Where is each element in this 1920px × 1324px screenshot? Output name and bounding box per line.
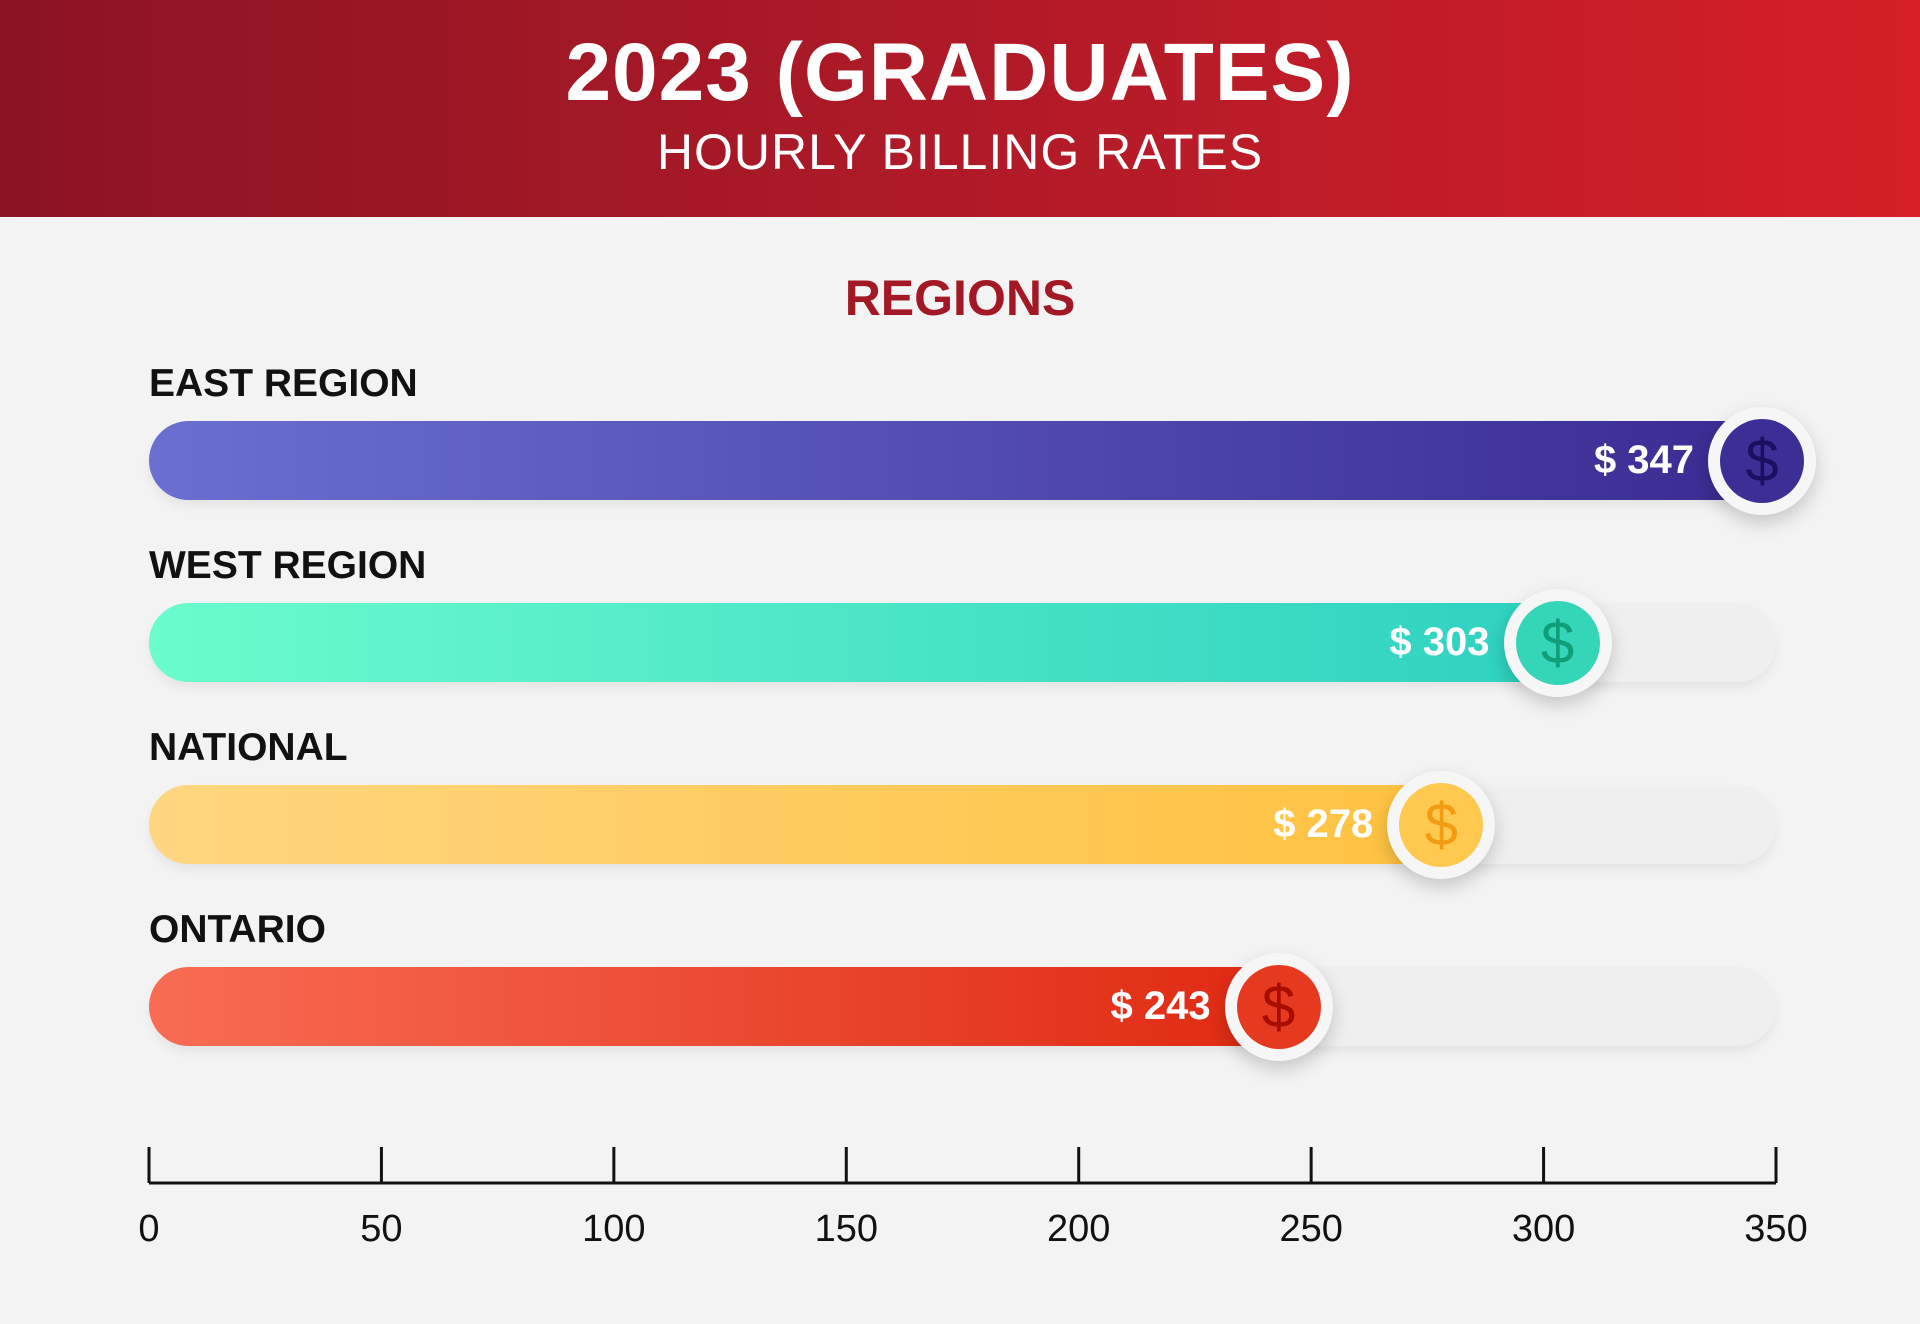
category-label: WEST REGION <box>149 544 427 587</box>
bar <box>149 421 1763 500</box>
chart-subtitle: HOURLY BILLING RATES <box>656 124 1264 180</box>
bar <box>149 785 1442 864</box>
header-banner: 2023 (GRADUATES) HOURLY BILLING RATES <box>0 0 1920 217</box>
category-label: NATIONAL <box>149 726 348 769</box>
x-tick-label: 250 <box>1279 1208 1342 1250</box>
x-tick-label: 50 <box>360 1208 402 1250</box>
bar-value-label: $ 278 <box>1273 802 1374 846</box>
chart-title: 2023 (GRADUATES) <box>565 27 1355 118</box>
coin-badge: $ <box>1224 952 1333 1061</box>
category-label: ONTARIO <box>149 908 326 951</box>
x-tick-label: 200 <box>1047 1208 1110 1250</box>
category-label: EAST REGION <box>149 362 418 405</box>
x-tick-label: 100 <box>582 1208 645 1250</box>
bar-value-label: $ 303 <box>1389 620 1490 664</box>
dollar-icon: $ <box>1399 782 1484 867</box>
section-title: REGIONS <box>844 270 1076 326</box>
bar-value-label: $ 347 <box>1593 438 1695 482</box>
bar <box>149 967 1279 1046</box>
bar-value-label: $ 243 <box>1110 984 1211 1028</box>
x-tick-label: 300 <box>1512 1208 1575 1250</box>
x-tick-label: 0 <box>138 1208 159 1250</box>
x-axis: 0 50 100 150 200 250 300 350 <box>138 1147 1808 1250</box>
dollar-icon: $ <box>1515 600 1600 685</box>
x-tick-label: 150 <box>815 1208 878 1250</box>
dollar-icon: $ <box>1720 418 1805 503</box>
x-tick-label: 350 <box>1744 1208 1807 1250</box>
coin-badge: $ <box>1708 406 1817 515</box>
coin-badge: $ <box>1503 588 1612 697</box>
coin-badge: $ <box>1387 770 1496 879</box>
dollar-icon: $ <box>1236 964 1321 1049</box>
bar <box>149 603 1558 682</box>
